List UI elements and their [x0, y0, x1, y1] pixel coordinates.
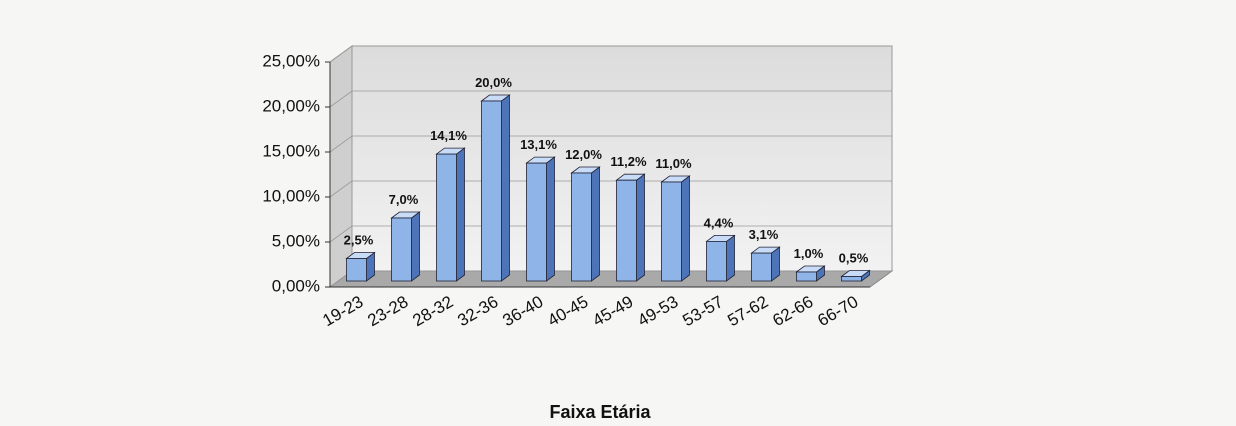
bar [750, 246, 781, 282]
x-tick-label: 57-62 [724, 292, 771, 330]
bar-side [456, 147, 465, 282]
x-tick-label: 40-45 [544, 292, 591, 330]
grid-line [329, 45, 892, 63]
value-label: 4,4% [704, 215, 734, 230]
bar-side [591, 166, 600, 282]
bar-side [726, 234, 735, 282]
grid-line [329, 90, 892, 108]
x-tick-label: 53-57 [679, 292, 726, 330]
x-tick-label: 32-36 [454, 292, 501, 330]
value-label: 14,1% [430, 128, 467, 143]
x-tick-label: 49-53 [634, 292, 681, 330]
x-tick-label: 62-66 [769, 292, 816, 330]
bar-front [346, 258, 367, 282]
bar-front [526, 162, 547, 282]
x-tick-label: 45-49 [589, 292, 636, 330]
value-label: 2,5% [344, 233, 374, 248]
value-label: 20,0% [475, 75, 512, 90]
bar-front [391, 217, 412, 282]
bar [480, 94, 511, 282]
x-tick-label: 19-23 [319, 292, 366, 330]
value-label: 13,1% [520, 137, 557, 152]
x-tick-label: 23-28 [364, 292, 411, 330]
bar [660, 175, 691, 282]
bar-side [546, 156, 555, 282]
y-tick-label: 25,00% [262, 51, 320, 70]
x-tick-label: 28-32 [409, 292, 456, 330]
bar [570, 166, 601, 282]
value-label: 7,0% [389, 192, 419, 207]
bar-front [796, 271, 817, 282]
bar-front [436, 153, 457, 282]
value-label: 3,1% [749, 227, 779, 242]
value-label: 0,5% [839, 251, 869, 266]
bar [840, 269, 871, 282]
value-label: 1,0% [794, 246, 824, 261]
y-tick-label: 15,00% [262, 141, 320, 160]
bar-side [636, 173, 645, 282]
value-label: 11,0% [655, 156, 692, 171]
y-tick-label: 20,00% [262, 96, 320, 115]
value-label: 11,2% [610, 154, 647, 169]
x-tick-label: 66-70 [814, 292, 861, 330]
bar-front [571, 172, 592, 282]
grid-line [329, 180, 892, 198]
x-tick-label: 36-40 [499, 292, 546, 330]
bar [705, 234, 736, 282]
side-wall [329, 45, 353, 288]
bar-front [481, 100, 502, 282]
y-tick-label: 0,00% [272, 276, 320, 295]
bar-front [706, 240, 727, 282]
bar [795, 265, 826, 282]
bar-front [661, 181, 682, 282]
bar-front [841, 276, 862, 282]
bar [525, 156, 556, 282]
grid-line [329, 225, 892, 243]
x-axis-title: Faixa Etária [549, 402, 651, 422]
value-label: 12,0% [565, 147, 602, 162]
bar [435, 147, 466, 282]
bar [345, 251, 376, 282]
bar [615, 173, 646, 282]
bar-side [681, 175, 690, 282]
bar [390, 211, 421, 282]
y-tick-label: 10,00% [262, 186, 320, 205]
bar-front [616, 179, 637, 282]
grid-line [329, 135, 892, 153]
y-tick-label: 5,00% [272, 231, 320, 250]
bar-side [411, 211, 420, 282]
bar-front [751, 252, 772, 282]
bar-side [501, 94, 510, 282]
